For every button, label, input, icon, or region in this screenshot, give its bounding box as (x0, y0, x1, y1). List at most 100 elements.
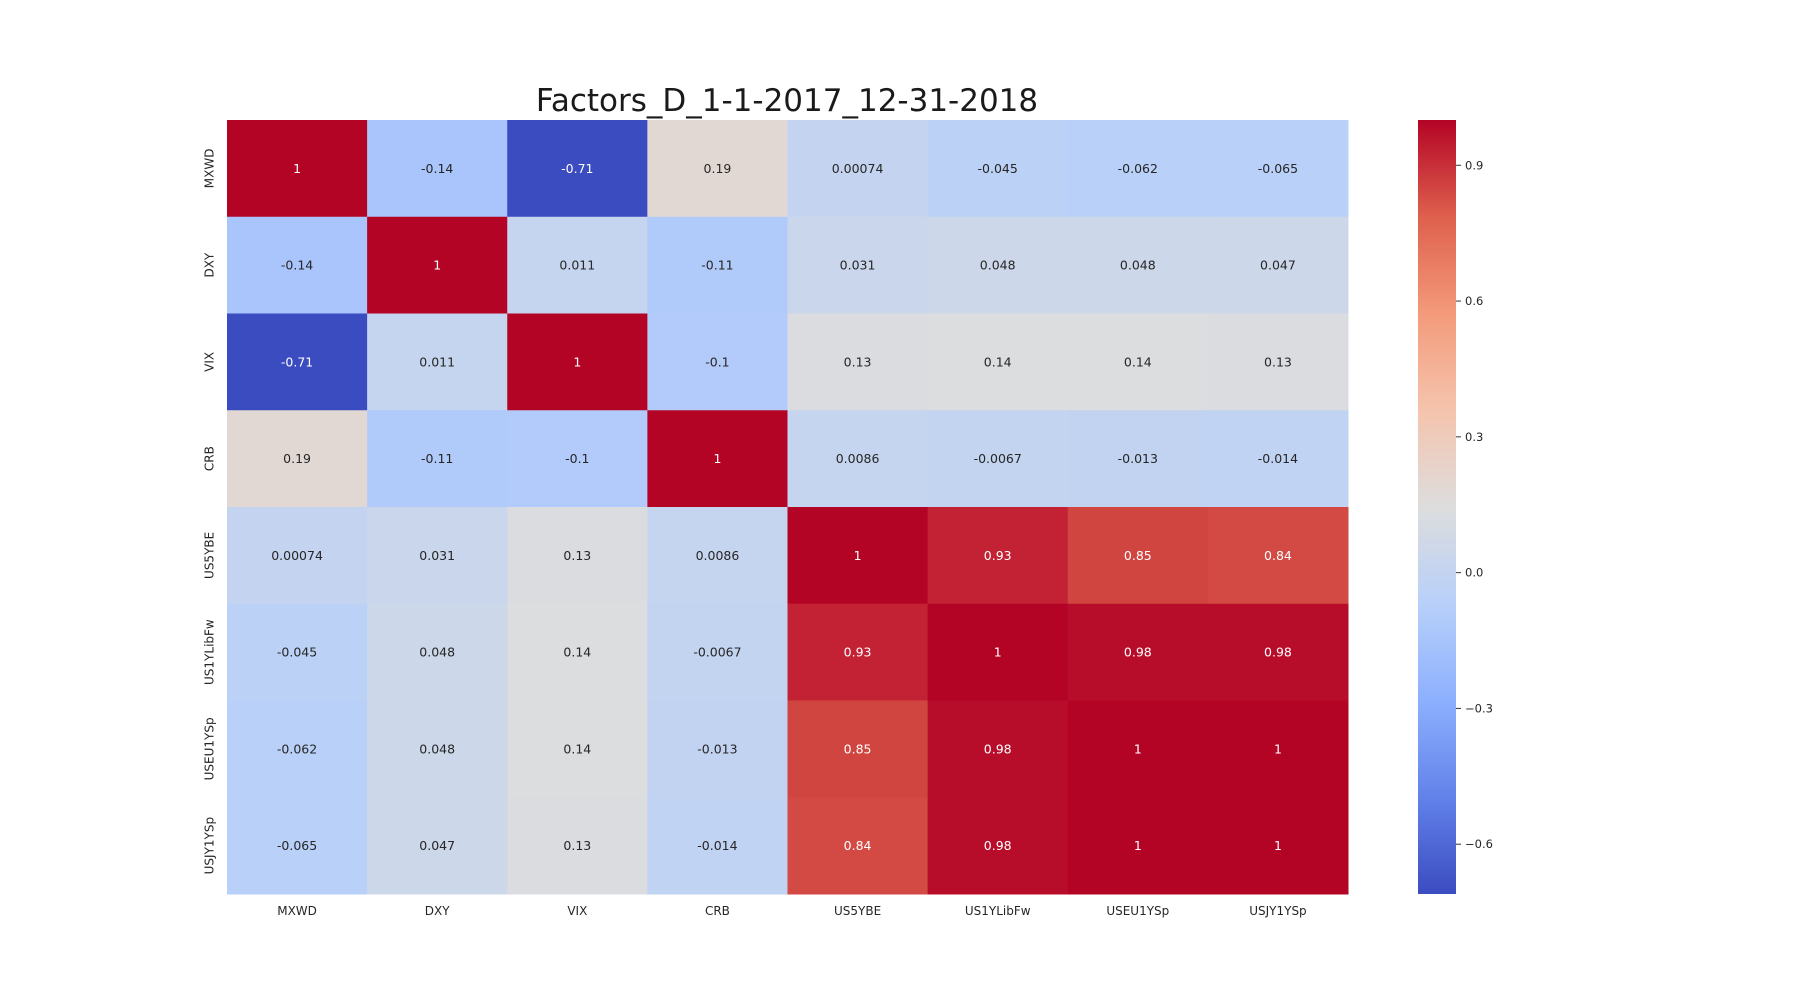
cell-value-label: 1 (1274, 741, 1282, 756)
heatmap-cell (1207, 603, 1349, 701)
heatmap-cell (1207, 120, 1349, 218)
cell-value-label: 0.93 (984, 548, 1012, 563)
cell-value-label: 0.048 (1120, 258, 1156, 273)
cell-value-label: -0.065 (277, 838, 317, 853)
cell-value-label: 1 (1134, 741, 1142, 756)
heatmap-cell (927, 410, 1069, 508)
colorbar-tick-label: −0.6 (1465, 837, 1493, 851)
heatmap-cell (787, 797, 929, 895)
cell-value-label: 1 (713, 451, 721, 466)
cell-value-label: 0.14 (1124, 354, 1152, 369)
heatmap-cell (927, 603, 1069, 701)
cell-value-label: -0.014 (1258, 451, 1298, 466)
cell-value-label: 1 (433, 258, 441, 273)
x-tick-label: US1YLibFw (965, 904, 1031, 918)
cell-value-label: 0.13 (1264, 354, 1292, 369)
x-tick-label: CRB (705, 904, 730, 918)
heatmap-cell (1067, 120, 1209, 218)
cell-value-label: -0.0067 (974, 451, 1022, 466)
cell-value-label: -0.062 (277, 741, 317, 756)
y-tick-label: MXWD (203, 149, 217, 189)
cell-value-label: 0.13 (563, 838, 591, 853)
cell-value-label: 0.047 (1260, 258, 1296, 273)
x-tick-label: DXY (425, 904, 450, 918)
heatmap-cell (787, 603, 929, 701)
cell-value-label: 0.98 (1124, 645, 1152, 660)
heatmap-cell (1207, 700, 1349, 798)
cell-value-label: -0.0067 (693, 645, 741, 660)
heatmap-cell (927, 700, 1069, 798)
cell-value-label: 0.0086 (696, 548, 740, 563)
heatmap-cell (927, 216, 1069, 314)
heatmap-cell (367, 507, 508, 605)
cell-value-label: 0.0086 (836, 451, 880, 466)
heatmap-cell (1067, 216, 1209, 314)
heatmap-cell (1207, 410, 1349, 508)
cell-value-label: 1 (1134, 838, 1142, 853)
heatmap-cell (787, 507, 929, 605)
heatmap-cell (507, 603, 648, 701)
cell-value-label: -0.1 (565, 451, 589, 466)
heatmap-cell (787, 120, 929, 218)
heatmap-cell (507, 120, 648, 218)
heatmap-cell (787, 313, 929, 411)
cell-value-label: 0.048 (419, 741, 455, 756)
x-tick-label: USJY1YSp (1249, 904, 1306, 918)
chart-title: Factors_D_1-1-2017_12-31-2018 (536, 83, 1038, 119)
heatmap-cell (227, 313, 368, 411)
heatmap-cell (227, 603, 368, 701)
heatmap-cell (227, 216, 368, 314)
heatmap-cell (507, 313, 648, 411)
colorbar-tick-label: 0.6 (1465, 294, 1483, 308)
cell-value-label: -0.014 (697, 838, 737, 853)
cell-value-label: 0.031 (419, 548, 455, 563)
heatmap-cell (1207, 507, 1349, 605)
y-tick-label: VIX (203, 352, 217, 372)
cell-value-label: 1 (573, 354, 581, 369)
y-axis: MXWD DXY VIX CRB US5YBE US1YLibFw USEU1YSp USJY… (203, 149, 217, 875)
heatmap-cell (647, 410, 788, 508)
heatmap-cell (1067, 797, 1209, 895)
cell-value-label: -0.11 (421, 451, 453, 466)
cell-value-label: 0.98 (1264, 645, 1292, 660)
heatmap-cell (507, 700, 648, 798)
heatmap-cell (367, 603, 508, 701)
colorbar-tick-label: −0.3 (1465, 701, 1493, 715)
heatmap-cell (647, 216, 788, 314)
heatmap-cell (1067, 410, 1209, 508)
heatmap-cell (787, 410, 929, 508)
cell-value-label: 0.031 (840, 258, 876, 273)
heatmap-cell (367, 120, 508, 218)
heatmap-cell (227, 700, 368, 798)
cell-value-label: -0.11 (701, 258, 733, 273)
heatmap-cell (1067, 603, 1209, 701)
cell-value-label: 0.048 (980, 258, 1016, 273)
heatmap-cell (647, 700, 788, 798)
cell-value-label: 0.00074 (271, 548, 323, 563)
cell-value-label: 0.13 (563, 548, 591, 563)
colorbar-tick-label: 0.0 (1465, 566, 1483, 580)
x-axis: MXWD DXY VIX CRB US5YBE US1YLibFw USEU1YSp USJY… (277, 904, 1306, 918)
cell-value-label: 0.84 (1264, 548, 1292, 563)
cell-value-label: 0.011 (419, 354, 455, 369)
heatmap-cell (927, 507, 1069, 605)
cell-value-label: 0.19 (283, 451, 311, 466)
heatmap-cell (1067, 507, 1209, 605)
heatmap-cell (367, 410, 508, 508)
cell-value-label: 0.19 (704, 161, 732, 176)
y-tick-label: US1YLibFw (203, 619, 217, 685)
cell-value-label: 0.14 (984, 354, 1012, 369)
cell-value-label: -0.013 (697, 741, 737, 756)
y-tick-label: DXY (203, 252, 217, 277)
heatmap-cell (507, 216, 648, 314)
cell-value-label: 0.047 (419, 838, 455, 853)
heatmap-cell (227, 410, 368, 508)
colorbar-gradient (1418, 120, 1456, 894)
cell-value-label: -0.045 (978, 161, 1018, 176)
cell-value-label: 0.00074 (832, 161, 884, 176)
heatmap-cell (927, 120, 1069, 218)
cell-value-label: 0.13 (844, 354, 872, 369)
cell-value-label: 0.85 (1124, 548, 1152, 563)
cell-value-label: 0.14 (563, 741, 591, 756)
